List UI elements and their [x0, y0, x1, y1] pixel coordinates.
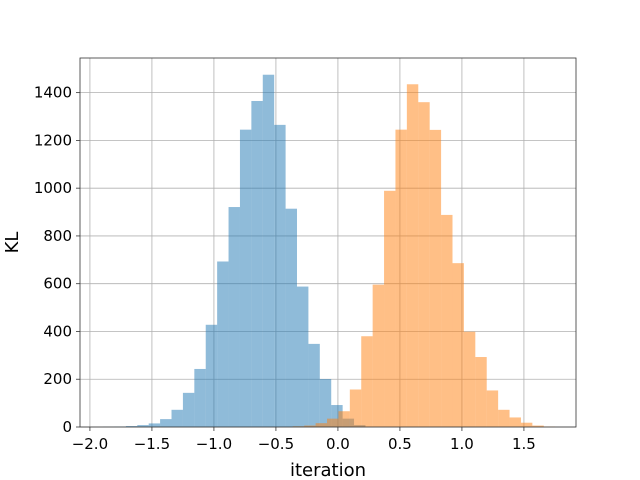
histogram-bar-series-1 — [171, 409, 183, 427]
histogram-bar-series-1 — [274, 124, 286, 428]
histogram-bar-series-2 — [429, 129, 442, 427]
plot-frame — [79, 57, 577, 428]
histogram-bar-series-1 — [297, 286, 309, 427]
histogram-bar-series-2 — [315, 423, 328, 427]
y-tick-label: 200 — [43, 370, 72, 388]
x-tick-label: 0.5 — [388, 435, 412, 453]
histogram-bar-series-1 — [331, 405, 343, 427]
histogram-bar-series-2 — [475, 357, 487, 427]
x-tick-label: 0.0 — [326, 435, 350, 453]
histogram-bar-series-1 — [148, 423, 161, 427]
histogram-bar-series-2 — [486, 390, 499, 427]
x-tick-label: 1.0 — [450, 435, 474, 453]
histogram-bar-series-1 — [228, 207, 240, 427]
histogram-bar-series-2 — [520, 422, 533, 427]
y-tick-label: 1200 — [34, 131, 72, 149]
y-tick-label: 800 — [43, 227, 72, 245]
histogram-bar-series-2 — [384, 190, 396, 427]
histogram-bar-series-2 — [452, 263, 464, 427]
histogram-bar-series-1 — [308, 343, 320, 427]
y-tick-label: 1000 — [34, 179, 72, 197]
y-tick-label: 400 — [43, 322, 72, 340]
histogram-bar-series-2 — [406, 84, 419, 427]
histogram-bar-series-2 — [304, 425, 316, 427]
histogram-bar-series-1 — [239, 129, 252, 427]
y-axis-label: KL — [2, 232, 23, 254]
histogram-bar-series-1 — [285, 208, 297, 427]
x-tick-label: −0.5 — [258, 435, 294, 453]
histogram-bar-series-1 — [217, 261, 229, 427]
histogram-bar-series-2 — [441, 214, 453, 427]
histogram-bar-series-1 — [205, 324, 218, 427]
histogram-bar-series-2 — [532, 425, 544, 427]
histogram-bar-series-2 — [349, 389, 362, 427]
x-tick-label: −2.0 — [72, 435, 108, 453]
x-axis-label: iteration — [290, 460, 366, 480]
x-tick-label: −1.5 — [134, 435, 170, 453]
histogram-bar-series-1 — [160, 419, 172, 427]
x-tick-label: −1.0 — [196, 435, 232, 453]
histogram-bar-series-2 — [463, 331, 476, 427]
histogram-bar-series-2 — [509, 417, 521, 427]
histogram-bar-series-1 — [194, 368, 206, 427]
histogram-bar-series-2 — [361, 336, 373, 427]
y-tick-label: 600 — [43, 275, 72, 293]
histogram-bar-series-2 — [418, 102, 430, 428]
y-tick-label: 0 — [62, 418, 72, 436]
ticks: −2.0 −1.5 −1.0 −0.5 0.0 0.5 1.0 1.5 0 200 400 600 80… — [34, 84, 536, 453]
histogram-bar-series-2 — [372, 284, 385, 427]
histogram-bar-series-2 — [395, 129, 407, 427]
histogram-bar-series-2 — [327, 418, 339, 427]
x-tick-label: 1.5 — [512, 435, 536, 453]
histogram-bar-series-1 — [182, 392, 195, 427]
histogram-bar-series-1 — [251, 100, 263, 427]
bars — [103, 74, 556, 428]
histogram-bar-series-2 — [498, 409, 510, 427]
y-tick-label: 1400 — [34, 84, 72, 102]
histogram-bar-series-1 — [262, 74, 275, 427]
histogram-bar-series-1 — [137, 425, 149, 427]
histogram-bar-series-2 — [338, 411, 350, 427]
histogram-bar-series-1 — [125, 426, 138, 427]
histogram-bar-series-1 — [319, 378, 332, 427]
